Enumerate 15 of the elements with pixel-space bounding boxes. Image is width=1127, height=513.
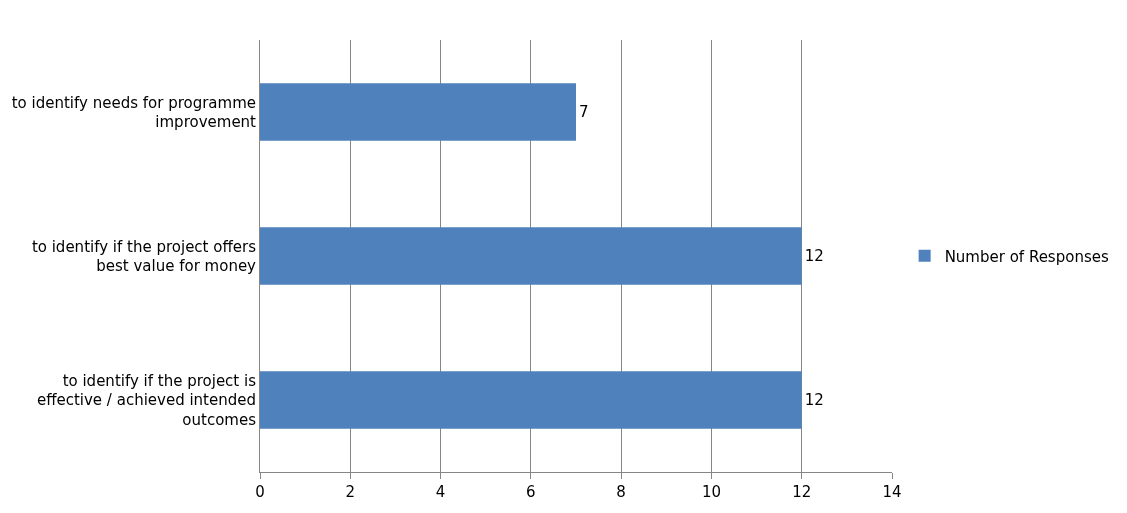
x-tick-label: 0 bbox=[255, 483, 265, 501]
y-tick-label: to identify needs for programme improvement bbox=[11, 93, 257, 131]
x-tick-label: 14 bbox=[882, 483, 902, 501]
x-tick-label: 12 bbox=[792, 483, 812, 501]
data-label: 12 bbox=[804, 391, 824, 409]
legend-label: Number of Responses bbox=[944, 247, 1109, 266]
x-tick-label: 8 bbox=[616, 483, 626, 501]
data-label: 7 bbox=[579, 103, 589, 121]
x-tick-label: 4 bbox=[435, 483, 446, 501]
data-label: 12 bbox=[804, 247, 824, 265]
y-tick-label: to identify if the project offers best value for money bbox=[31, 237, 257, 275]
y-tick-label: to identify if the project is effective / achieved intended outcomes bbox=[36, 371, 257, 429]
x-tick-label: 10 bbox=[701, 483, 721, 501]
x-tick-label: 6 bbox=[526, 483, 536, 501]
x-tick-label: 2 bbox=[345, 483, 356, 501]
